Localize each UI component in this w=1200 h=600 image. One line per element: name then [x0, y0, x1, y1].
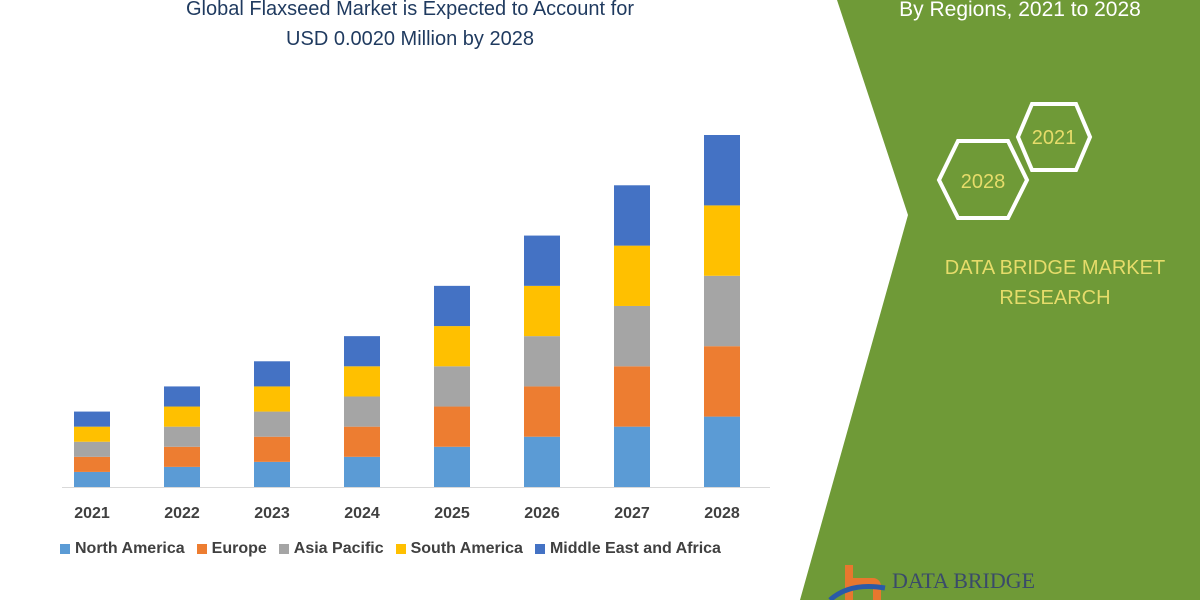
bar-segment-2028-2 [704, 275, 740, 347]
bar-segment-2026-1 [524, 386, 560, 437]
bar-segment-2027-3 [614, 245, 650, 306]
bar-segment-2028-3 [704, 205, 740, 276]
legend-item: North America [60, 540, 185, 558]
x-tick-label: 2022 [164, 505, 200, 522]
bar-segment-2024-0 [344, 456, 380, 487]
x-tick-label: 2027 [614, 505, 650, 522]
bar-segment-2023-1 [254, 436, 290, 462]
bar-segment-2024-4 [344, 336, 380, 367]
bar-segment-2023-2 [254, 411, 290, 437]
legend-item: Middle East and Africa [534, 540, 721, 558]
title-line-1: Global Flaxseed Market is Expected to Ac… [186, 0, 634, 20]
bar-segment-2026-4 [524, 235, 560, 286]
green-side-panel [800, 0, 1200, 600]
logo-icon [828, 565, 886, 600]
bar-segment-2025-4 [434, 285, 470, 327]
legend-swatch [196, 544, 207, 554]
x-tick-label: 2023 [254, 505, 290, 522]
bar-segment-2022-2 [164, 426, 200, 447]
bar-segment-2025-1 [434, 406, 470, 447]
bar-segment-2022-1 [164, 446, 200, 467]
legend-label: Europe [211, 540, 267, 557]
legend-label: South America [410, 540, 523, 557]
bar-segment-2022-3 [164, 406, 200, 427]
bar-segment-2023-4 [254, 361, 290, 387]
bar-segment-2024-2 [344, 396, 380, 427]
bar-segment-2021-3 [74, 426, 110, 442]
legend-item: South America [395, 540, 523, 558]
bar-segment-2024-1 [344, 426, 380, 457]
x-tick-label: 2025 [434, 505, 470, 522]
logo-text: DATA BRIDGE [892, 568, 1036, 593]
bar-segment-2023-3 [254, 386, 290, 412]
legend-label: Asia Pacific [293, 540, 384, 557]
bar-segment-2026-2 [524, 336, 560, 387]
legend-item: Europe [196, 540, 267, 558]
chart-title: Global Flaxseed Market is Expected to Ac… [110, 0, 710, 54]
bar-segment-2022-0 [164, 466, 200, 487]
x-tick-label: 2028 [704, 505, 740, 522]
bar-segment-2021-4 [74, 411, 110, 427]
hex-year-2028: 2028 [961, 171, 1006, 193]
bar-segment-2027-0 [614, 426, 650, 487]
bar-segment-2028-4 [704, 135, 740, 206]
bar-segment-2021-1 [74, 456, 110, 472]
bar-segment-2026-0 [524, 436, 560, 487]
bar-segment-2028-1 [704, 346, 740, 417]
legend-item: Asia Pacific [278, 540, 384, 558]
hexagon-2021 [1015, 102, 1093, 172]
bar-segment-2023-0 [254, 461, 290, 487]
bar-segment-2025-0 [434, 446, 470, 487]
bar-segment-2025-2 [434, 366, 470, 407]
bar-segment-2021-0 [74, 471, 110, 487]
legend-swatch [60, 544, 70, 554]
bar-segment-2022-4 [164, 386, 200, 407]
legend-label: North America [75, 540, 185, 557]
legend: North America Europe Asia Pacific South Ame… [60, 540, 721, 558]
x-tick-label: 2021 [74, 505, 110, 522]
hexagon-2028 [936, 139, 1030, 220]
title-line-2: USD 0.0020 Million by 2028 [286, 28, 534, 50]
stacked-bar-chart: 2021 2022 2023 2024 2025 2026 2027 2028 [62, 135, 770, 522]
side-subtitle: By Regions, 2021 to 2028 [899, 0, 1141, 21]
hex-year-2021: 2021 [1032, 127, 1077, 149]
brand-text: DATA BRIDGE MARKET RESEARCH [944, 257, 1166, 309]
legend-swatch [278, 544, 289, 554]
bar-segment-2027-4 [614, 185, 650, 246]
x-tick-label: 2024 [344, 505, 380, 522]
bar-segment-2028-0 [704, 416, 740, 487]
legend-swatch [534, 544, 545, 554]
bar-segment-2025-3 [434, 326, 470, 367]
bar-segment-2026-3 [524, 285, 560, 337]
bar-segment-2024-3 [344, 366, 380, 397]
x-tick-label: 2026 [524, 505, 560, 522]
bar-segment-2027-2 [614, 305, 650, 367]
legend-label: Middle East and Africa [549, 540, 721, 557]
bar-segment-2021-2 [74, 441, 110, 457]
bar-segment-2027-1 [614, 366, 650, 427]
legend-swatch [395, 544, 406, 554]
